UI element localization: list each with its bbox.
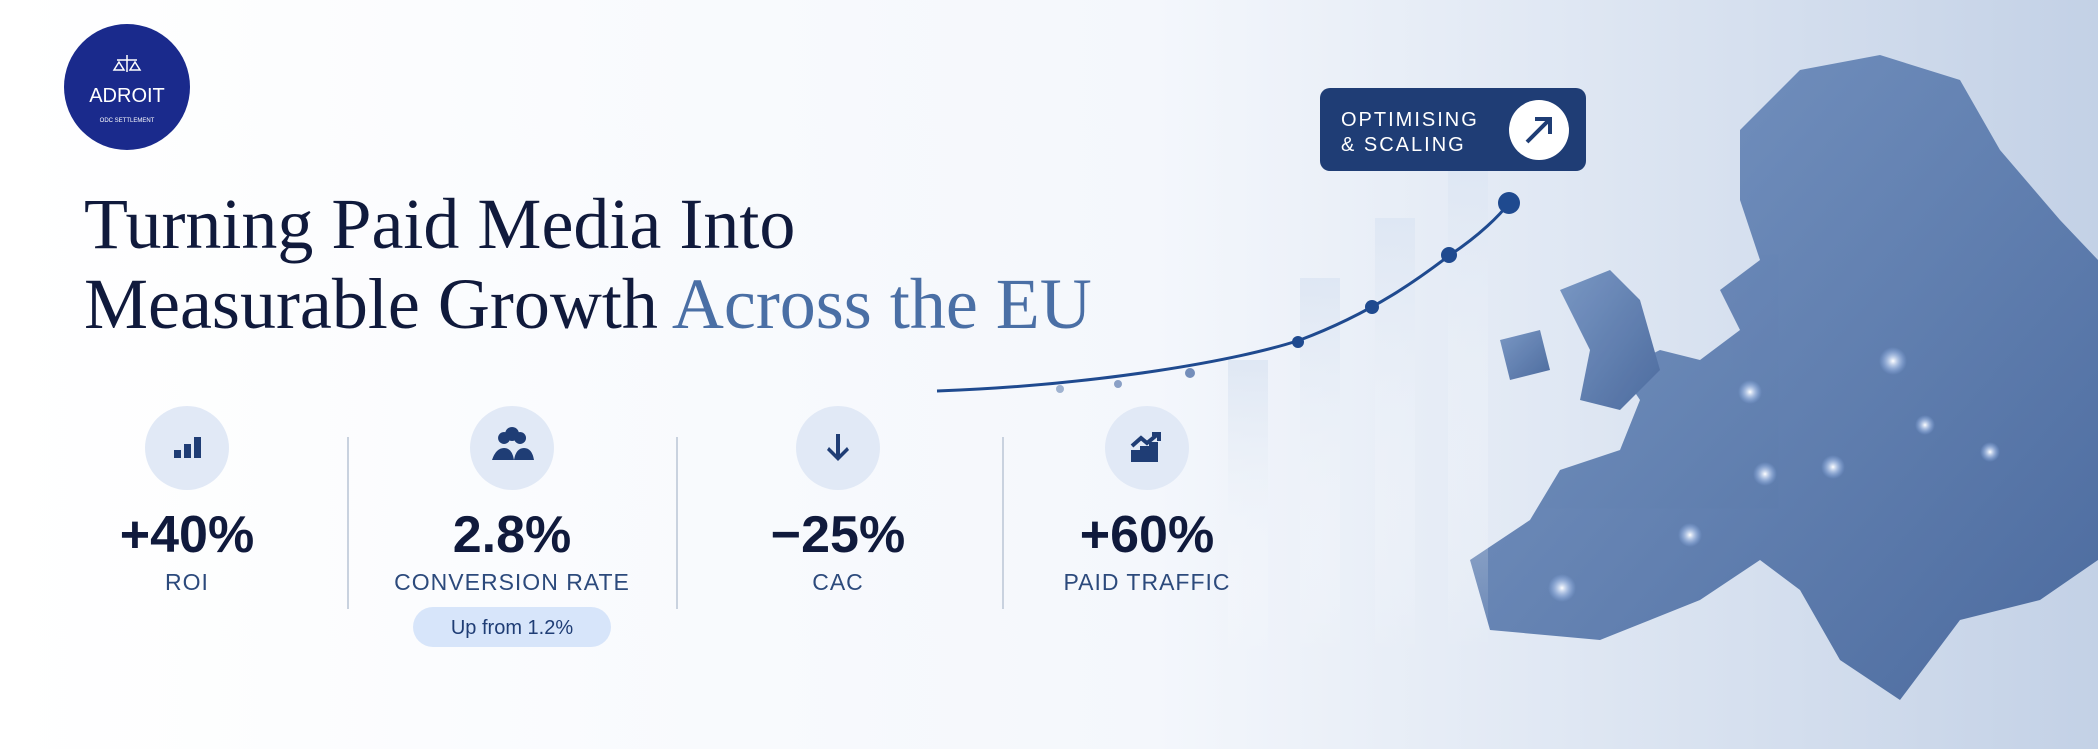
headline: Measurable Growth Across the EU <box>84 264 1092 344</box>
badge: OPTIMISING & SCALING <box>1320 88 1586 171</box>
map-lights <box>1548 347 2000 602</box>
stat-value: −25% <box>771 506 905 564</box>
europe-map <box>1470 55 2098 700</box>
stat-label: CONVERSION RATE <box>394 569 630 595</box>
headline: Turning Paid Media Into <box>84 184 795 264</box>
stat-icon <box>174 437 201 458</box>
stat-value: 2.8% <box>453 506 572 564</box>
stat-icon <box>1133 444 1156 460</box>
stat-icon <box>492 427 534 460</box>
dividers <box>347 437 1004 609</box>
stat-label: PAID TRAFFIC <box>1063 569 1230 595</box>
stat-note: Up from 1.2% <box>451 617 573 639</box>
stat: +60% PAID TRAFFIC <box>1063 406 1230 595</box>
logo-tagline: ODC SETTLEMENT <box>100 118 155 124</box>
headline-accent: Across the EU <box>672 264 1092 344</box>
growth-curve <box>936 202 1511 393</box>
stats: +40% ROI 2.8% CONVERSION RATE Up from 1.2% −2… <box>120 406 1230 647</box>
stat: −25% CAC <box>771 406 905 595</box>
stat-value: +40% <box>120 506 254 564</box>
stat-value: +60% <box>1080 506 1214 564</box>
logo-name: ADROIT <box>89 85 165 107</box>
stat-icon-bg <box>470 406 554 490</box>
stat: 2.8% CONVERSION RATE Up from 1.2% <box>394 406 630 647</box>
growth-bars <box>1228 165 1488 660</box>
badge-text: & SCALING <box>1341 134 1466 156</box>
stat-note-bg <box>413 607 611 647</box>
badge-text: OPTIMISING <box>1341 109 1479 131</box>
stat-label: ROI <box>165 569 209 595</box>
stat-icon <box>827 434 849 461</box>
stat: +40% ROI <box>120 406 254 595</box>
headline: Measurable Growth <box>84 264 658 344</box>
logo: ADROIT ODC SETTLEMENT <box>64 24 190 150</box>
stat-label: CAC <box>812 569 864 595</box>
curve-dots <box>1056 192 1520 393</box>
